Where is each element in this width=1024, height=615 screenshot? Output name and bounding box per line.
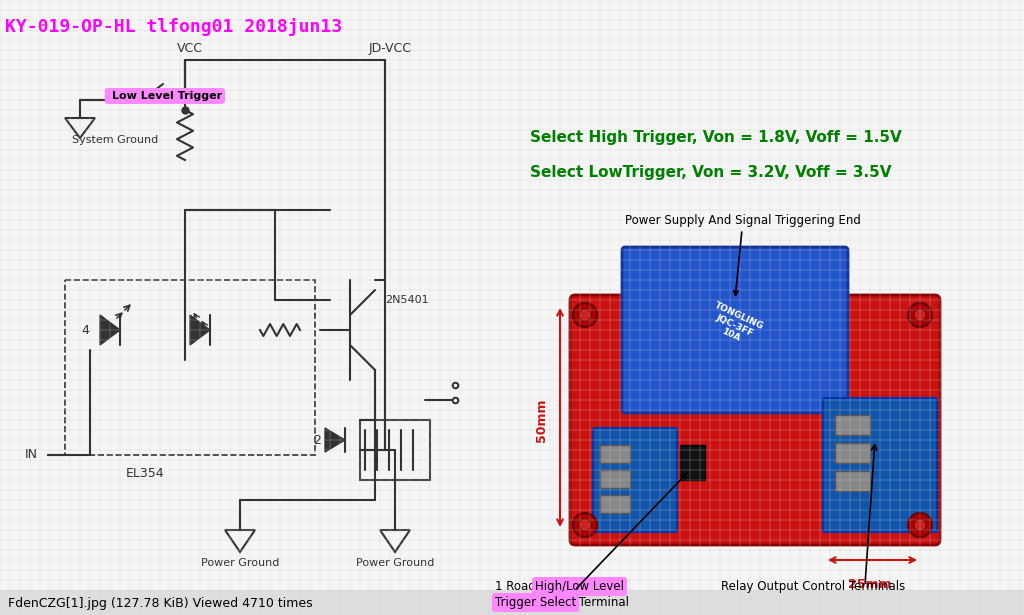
Bar xyxy=(360,420,430,480)
Circle shape xyxy=(914,519,926,531)
Text: 2N5401: 2N5401 xyxy=(385,295,429,305)
Text: 4: 4 xyxy=(81,323,89,336)
Text: Power Supply And Signal Triggering End: Power Supply And Signal Triggering End xyxy=(625,213,861,295)
Text: IN: IN xyxy=(25,448,38,461)
FancyBboxPatch shape xyxy=(622,247,848,413)
FancyBboxPatch shape xyxy=(823,398,937,532)
Text: Select LowTrigger, Von = 3.2V, Voff = 3.5V: Select LowTrigger, Von = 3.2V, Voff = 3.… xyxy=(530,165,892,180)
Circle shape xyxy=(908,513,932,537)
Circle shape xyxy=(579,519,591,531)
Bar xyxy=(0,590,1024,615)
Bar xyxy=(600,445,630,463)
Text: Power Ground: Power Ground xyxy=(201,558,280,568)
Text: Select High Trigger, Von = 1.8V, Voff = 1.5V: Select High Trigger, Von = 1.8V, Voff = … xyxy=(530,130,902,145)
Text: JD-VCC: JD-VCC xyxy=(369,42,412,55)
Text: Trigger Select: Trigger Select xyxy=(495,596,577,609)
Text: FdenCZG[1].jpg (127.78 KiB) Viewed 4710 times: FdenCZG[1].jpg (127.78 KiB) Viewed 4710 … xyxy=(8,597,312,609)
Text: Terminal: Terminal xyxy=(575,596,629,609)
Circle shape xyxy=(573,303,597,327)
Text: KY-019-OP-HL tlfong01 2018jun13: KY-019-OP-HL tlfong01 2018jun13 xyxy=(5,18,342,36)
Circle shape xyxy=(908,303,932,327)
Circle shape xyxy=(914,309,926,321)
Text: 50mm: 50mm xyxy=(536,399,549,442)
Text: High/Low Level: High/Low Level xyxy=(535,580,624,593)
Bar xyxy=(835,443,870,463)
FancyBboxPatch shape xyxy=(593,428,677,532)
Polygon shape xyxy=(325,428,345,452)
Text: VCC: VCC xyxy=(177,42,203,55)
Bar xyxy=(65,280,315,455)
Text: System Ground: System Ground xyxy=(72,135,159,145)
Text: 1 Road: 1 Road xyxy=(495,580,540,593)
Text: 2: 2 xyxy=(313,434,321,446)
Bar xyxy=(600,495,630,513)
Bar xyxy=(680,445,705,480)
Text: High: High xyxy=(108,91,136,101)
Text: Relay Output Control Terminals: Relay Output Control Terminals xyxy=(721,580,905,593)
Text: Power Ground: Power Ground xyxy=(355,558,434,568)
Bar xyxy=(600,470,630,488)
Bar xyxy=(835,471,870,491)
FancyBboxPatch shape xyxy=(570,295,940,545)
Text: TONGLING
JQC-3FF
10A: TONGLING JQC-3FF 10A xyxy=(705,300,765,350)
Text: 25mm: 25mm xyxy=(848,578,892,591)
Circle shape xyxy=(579,309,591,321)
Text: EL354: EL354 xyxy=(126,467,164,480)
Text: Low Level Trigger: Low Level Trigger xyxy=(112,91,222,101)
Circle shape xyxy=(573,513,597,537)
Polygon shape xyxy=(190,315,210,345)
Bar xyxy=(835,415,870,435)
Polygon shape xyxy=(100,315,120,345)
